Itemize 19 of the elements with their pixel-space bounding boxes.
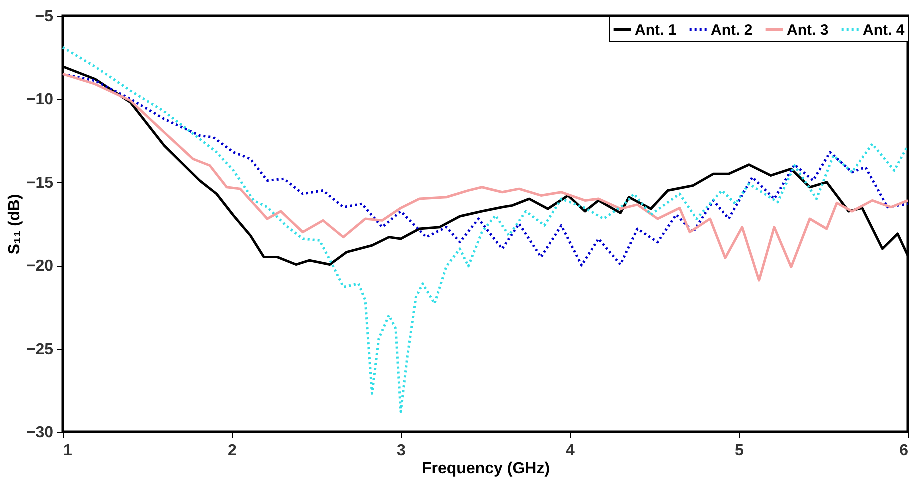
x-tick-label: 3 [397,442,406,460]
legend-label: Ant. 2 [711,22,753,39]
x-axis-title: Frequency (GHz) [422,460,550,478]
legend-label: Ant. 3 [787,22,829,39]
legend-label: Ant. 4 [863,22,906,39]
x-tick-label: 1 [64,442,72,460]
y-tick-label: −30 [26,424,54,442]
x-tick-label: 2 [228,442,238,460]
line-series [62,46,910,414]
y-tick-label: −15 [26,174,54,192]
y-tick-label: −25 [26,341,54,358]
y-axis-title: S₁₁ (dB) [6,194,24,255]
y-tick-label: −5 [35,8,54,26]
legend-label: Ant. 1 [635,22,677,39]
x-tick-label: 6 [900,442,909,460]
x-tick-label: 5 [735,442,744,460]
y-tick-label: −20 [26,258,54,276]
x-tick-label: 4 [566,442,576,460]
y-tick-label: −10 [26,92,54,109]
